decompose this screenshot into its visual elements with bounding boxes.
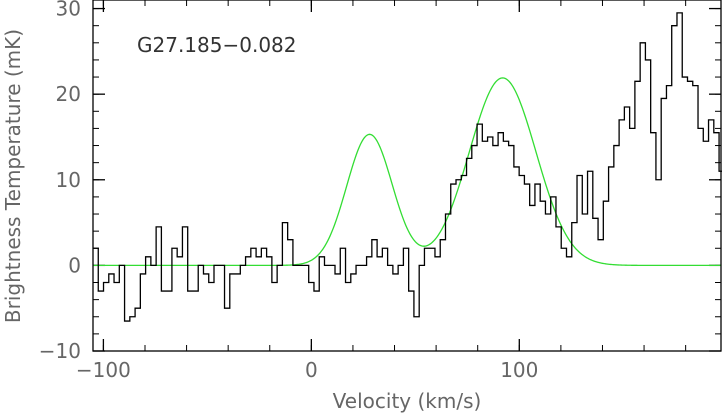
- x-tick-label: 100: [500, 358, 538, 382]
- x-tick-label: 0: [305, 358, 318, 382]
- y-tick-label: 0: [68, 253, 81, 277]
- y-axis-title: Brightness Temperature (mK): [1, 29, 25, 323]
- y-tick-label: 20: [56, 82, 81, 106]
- plot-frame: [92, 0, 722, 352]
- x-axis-title: Velocity (km/s): [333, 389, 482, 413]
- x-tick-label: −100: [76, 358, 131, 382]
- source-annotation: G27.185−0.082: [137, 33, 297, 57]
- spectrum-histogram: [93, 12, 722, 322]
- y-tick-label: −10: [39, 339, 81, 363]
- y-tick-label: 10: [56, 168, 81, 192]
- y-tick-label: 30: [56, 0, 81, 21]
